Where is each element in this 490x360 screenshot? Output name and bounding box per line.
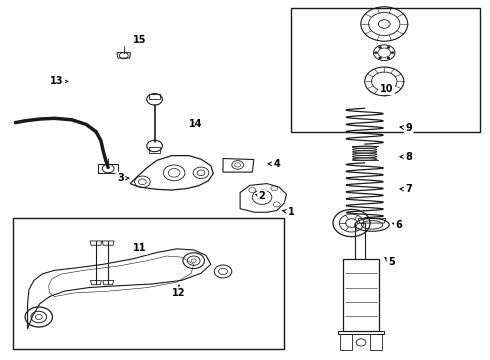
- Bar: [13, 218, 284, 348]
- Text: 14: 14: [190, 120, 203, 129]
- Circle shape: [379, 46, 382, 49]
- Text: 13: 13: [50, 76, 68, 86]
- Text: 5: 5: [385, 257, 395, 267]
- Text: 8: 8: [400, 152, 412, 162]
- Text: 4: 4: [268, 159, 280, 169]
- Text: 7: 7: [400, 184, 412, 194]
- Text: 2: 2: [256, 191, 266, 201]
- Text: 15: 15: [133, 35, 147, 45]
- Bar: [292, 8, 480, 132]
- Text: 3: 3: [117, 173, 129, 183]
- Text: 9: 9: [400, 123, 412, 133]
- Circle shape: [387, 46, 390, 49]
- Circle shape: [374, 51, 377, 54]
- Circle shape: [379, 57, 382, 59]
- Text: 12: 12: [172, 285, 186, 298]
- Circle shape: [387, 57, 390, 59]
- Text: 11: 11: [133, 243, 147, 253]
- Text: 6: 6: [392, 220, 402, 230]
- Text: 10: 10: [380, 84, 393, 94]
- Text: 1: 1: [283, 207, 295, 217]
- Circle shape: [391, 51, 394, 54]
